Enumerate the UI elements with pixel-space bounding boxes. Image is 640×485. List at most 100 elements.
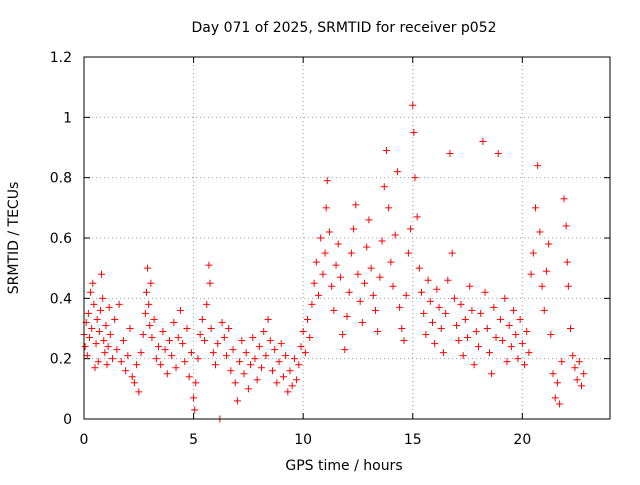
data-point: [99, 294, 107, 302]
data-point: [117, 358, 125, 366]
data-point: [510, 306, 518, 314]
data-point: [549, 370, 557, 378]
data-point: [563, 258, 571, 266]
data-point: [183, 325, 191, 332]
data-point: [119, 337, 127, 345]
data-point: [146, 321, 154, 329]
data-point: [345, 288, 353, 296]
data-point: [191, 406, 199, 414]
data-point: [347, 249, 355, 257]
data-point: [255, 343, 263, 351]
data-point: [376, 273, 384, 281]
data-point: [174, 334, 182, 342]
data-point: [308, 300, 316, 308]
data-point: [98, 270, 106, 278]
data-point: [312, 258, 320, 266]
data-point: [382, 147, 390, 155]
data-point: [496, 315, 504, 323]
data-point: [304, 315, 312, 323]
data-point: [176, 306, 184, 314]
data-point: [282, 352, 290, 360]
x-tick-label: 15: [404, 432, 422, 448]
x-tick-label: 10: [294, 432, 312, 448]
data-point: [365, 216, 373, 224]
data-point: [358, 318, 366, 326]
x-axis-title: GPS time / hours: [285, 458, 402, 474]
data-point: [564, 282, 572, 290]
data-point: [133, 361, 141, 369]
data-point: [446, 150, 454, 158]
y-tick-label: 0.2: [50, 352, 72, 368]
data-point: [179, 340, 187, 348]
data-point: [477, 309, 485, 317]
data-point: [411, 174, 419, 182]
data-point: [212, 361, 219, 369]
data-point: [104, 343, 112, 351]
data-point: [404, 249, 412, 257]
data-point: [266, 337, 274, 345]
data-point: [439, 349, 447, 357]
data-point: [165, 337, 173, 345]
data-point: [512, 331, 520, 339]
data-point: [147, 279, 155, 287]
data-point: [273, 379, 281, 387]
data-point: [317, 234, 325, 242]
data-point: [575, 358, 583, 366]
data-point: [435, 303, 443, 311]
data-point: [185, 373, 193, 381]
y-tick-label: 0.8: [50, 171, 72, 187]
data-point: [356, 297, 364, 305]
y-axis-title: SRMTID / TECUs: [6, 182, 22, 295]
data-point: [413, 213, 421, 221]
data-point: [367, 264, 375, 272]
data-point: [523, 328, 531, 336]
data-point: [93, 315, 101, 323]
chart-title: Day 071 of 2025, SRMTID for receiver p05…: [191, 20, 496, 36]
data-point: [536, 228, 544, 236]
data-point: [455, 337, 463, 345]
data-point: [90, 300, 98, 308]
data-point: [128, 373, 136, 381]
data-point: [207, 325, 215, 332]
data-point: [415, 264, 423, 272]
y-tick-label: 0: [63, 412, 72, 428]
data-point: [558, 358, 566, 366]
data-point: [516, 315, 524, 323]
data-point: [96, 306, 104, 314]
data-point: [481, 288, 489, 296]
data-point: [547, 331, 555, 339]
data-point: [389, 282, 397, 290]
data-point: [88, 325, 96, 332]
data-point: [253, 376, 261, 384]
data-point: [350, 225, 358, 233]
data-point: [352, 201, 360, 209]
data-point: [553, 379, 561, 387]
data-point: [122, 367, 130, 375]
data-point: [371, 306, 379, 314]
data-point: [225, 325, 233, 332]
data-point: [567, 325, 575, 332]
data-point: [264, 315, 272, 323]
grid: [84, 57, 610, 419]
data-point: [433, 285, 441, 293]
data-point: [258, 364, 266, 372]
data-point: [249, 334, 257, 342]
data-point: [124, 352, 132, 360]
data-point: [181, 358, 189, 366]
data-point: [490, 303, 498, 311]
data-point: [538, 282, 546, 290]
data-point: [437, 325, 445, 332]
data-point: [218, 318, 226, 326]
data-point: [233, 397, 241, 405]
data-point: [518, 340, 526, 348]
data-point: [190, 394, 198, 402]
data-point: [521, 361, 529, 369]
data-point: [92, 340, 100, 348]
data-point: [466, 282, 474, 290]
data-point: [293, 376, 301, 384]
data-point: [453, 321, 461, 329]
data-point: [137, 349, 145, 357]
data-point: [380, 183, 388, 191]
data-point: [244, 385, 252, 393]
